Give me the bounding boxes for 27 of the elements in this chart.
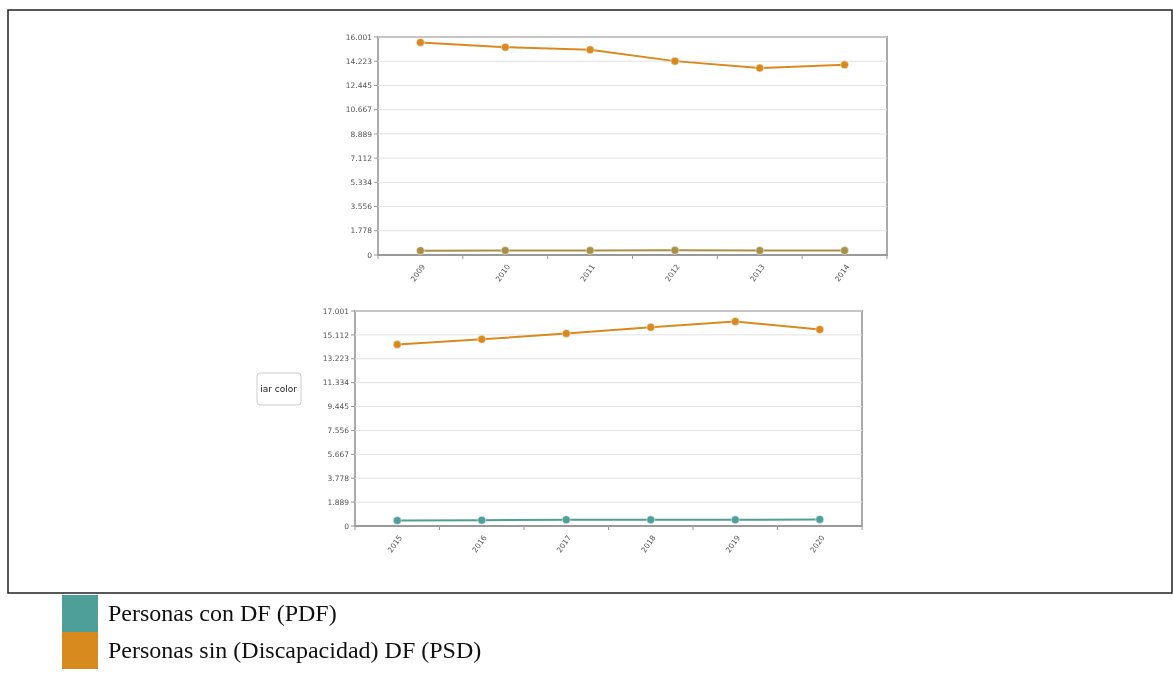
point (646, 323, 655, 332)
point (477, 335, 486, 344)
point (840, 60, 849, 70)
point (477, 515, 486, 525)
point (416, 38, 425, 47)
point (815, 515, 824, 524)
point (670, 56, 680, 66)
point (731, 515, 740, 525)
point (562, 515, 571, 525)
point (393, 516, 402, 525)
point (393, 340, 402, 349)
point (755, 63, 764, 73)
point (755, 246, 764, 255)
text: iar color (260, 384, 298, 395)
point (670, 246, 680, 255)
legend-label: Personas con DF (PDF) (108, 600, 337, 627)
point (731, 317, 740, 326)
point (585, 246, 595, 255)
point (562, 329, 571, 338)
point (416, 246, 425, 255)
legend-label: Personas sin (Discapacidad) DF (PSD) (108, 637, 482, 664)
point (501, 42, 510, 52)
point (501, 246, 510, 255)
point (840, 246, 849, 255)
point (815, 325, 824, 334)
point (646, 515, 655, 525)
point (585, 45, 595, 55)
